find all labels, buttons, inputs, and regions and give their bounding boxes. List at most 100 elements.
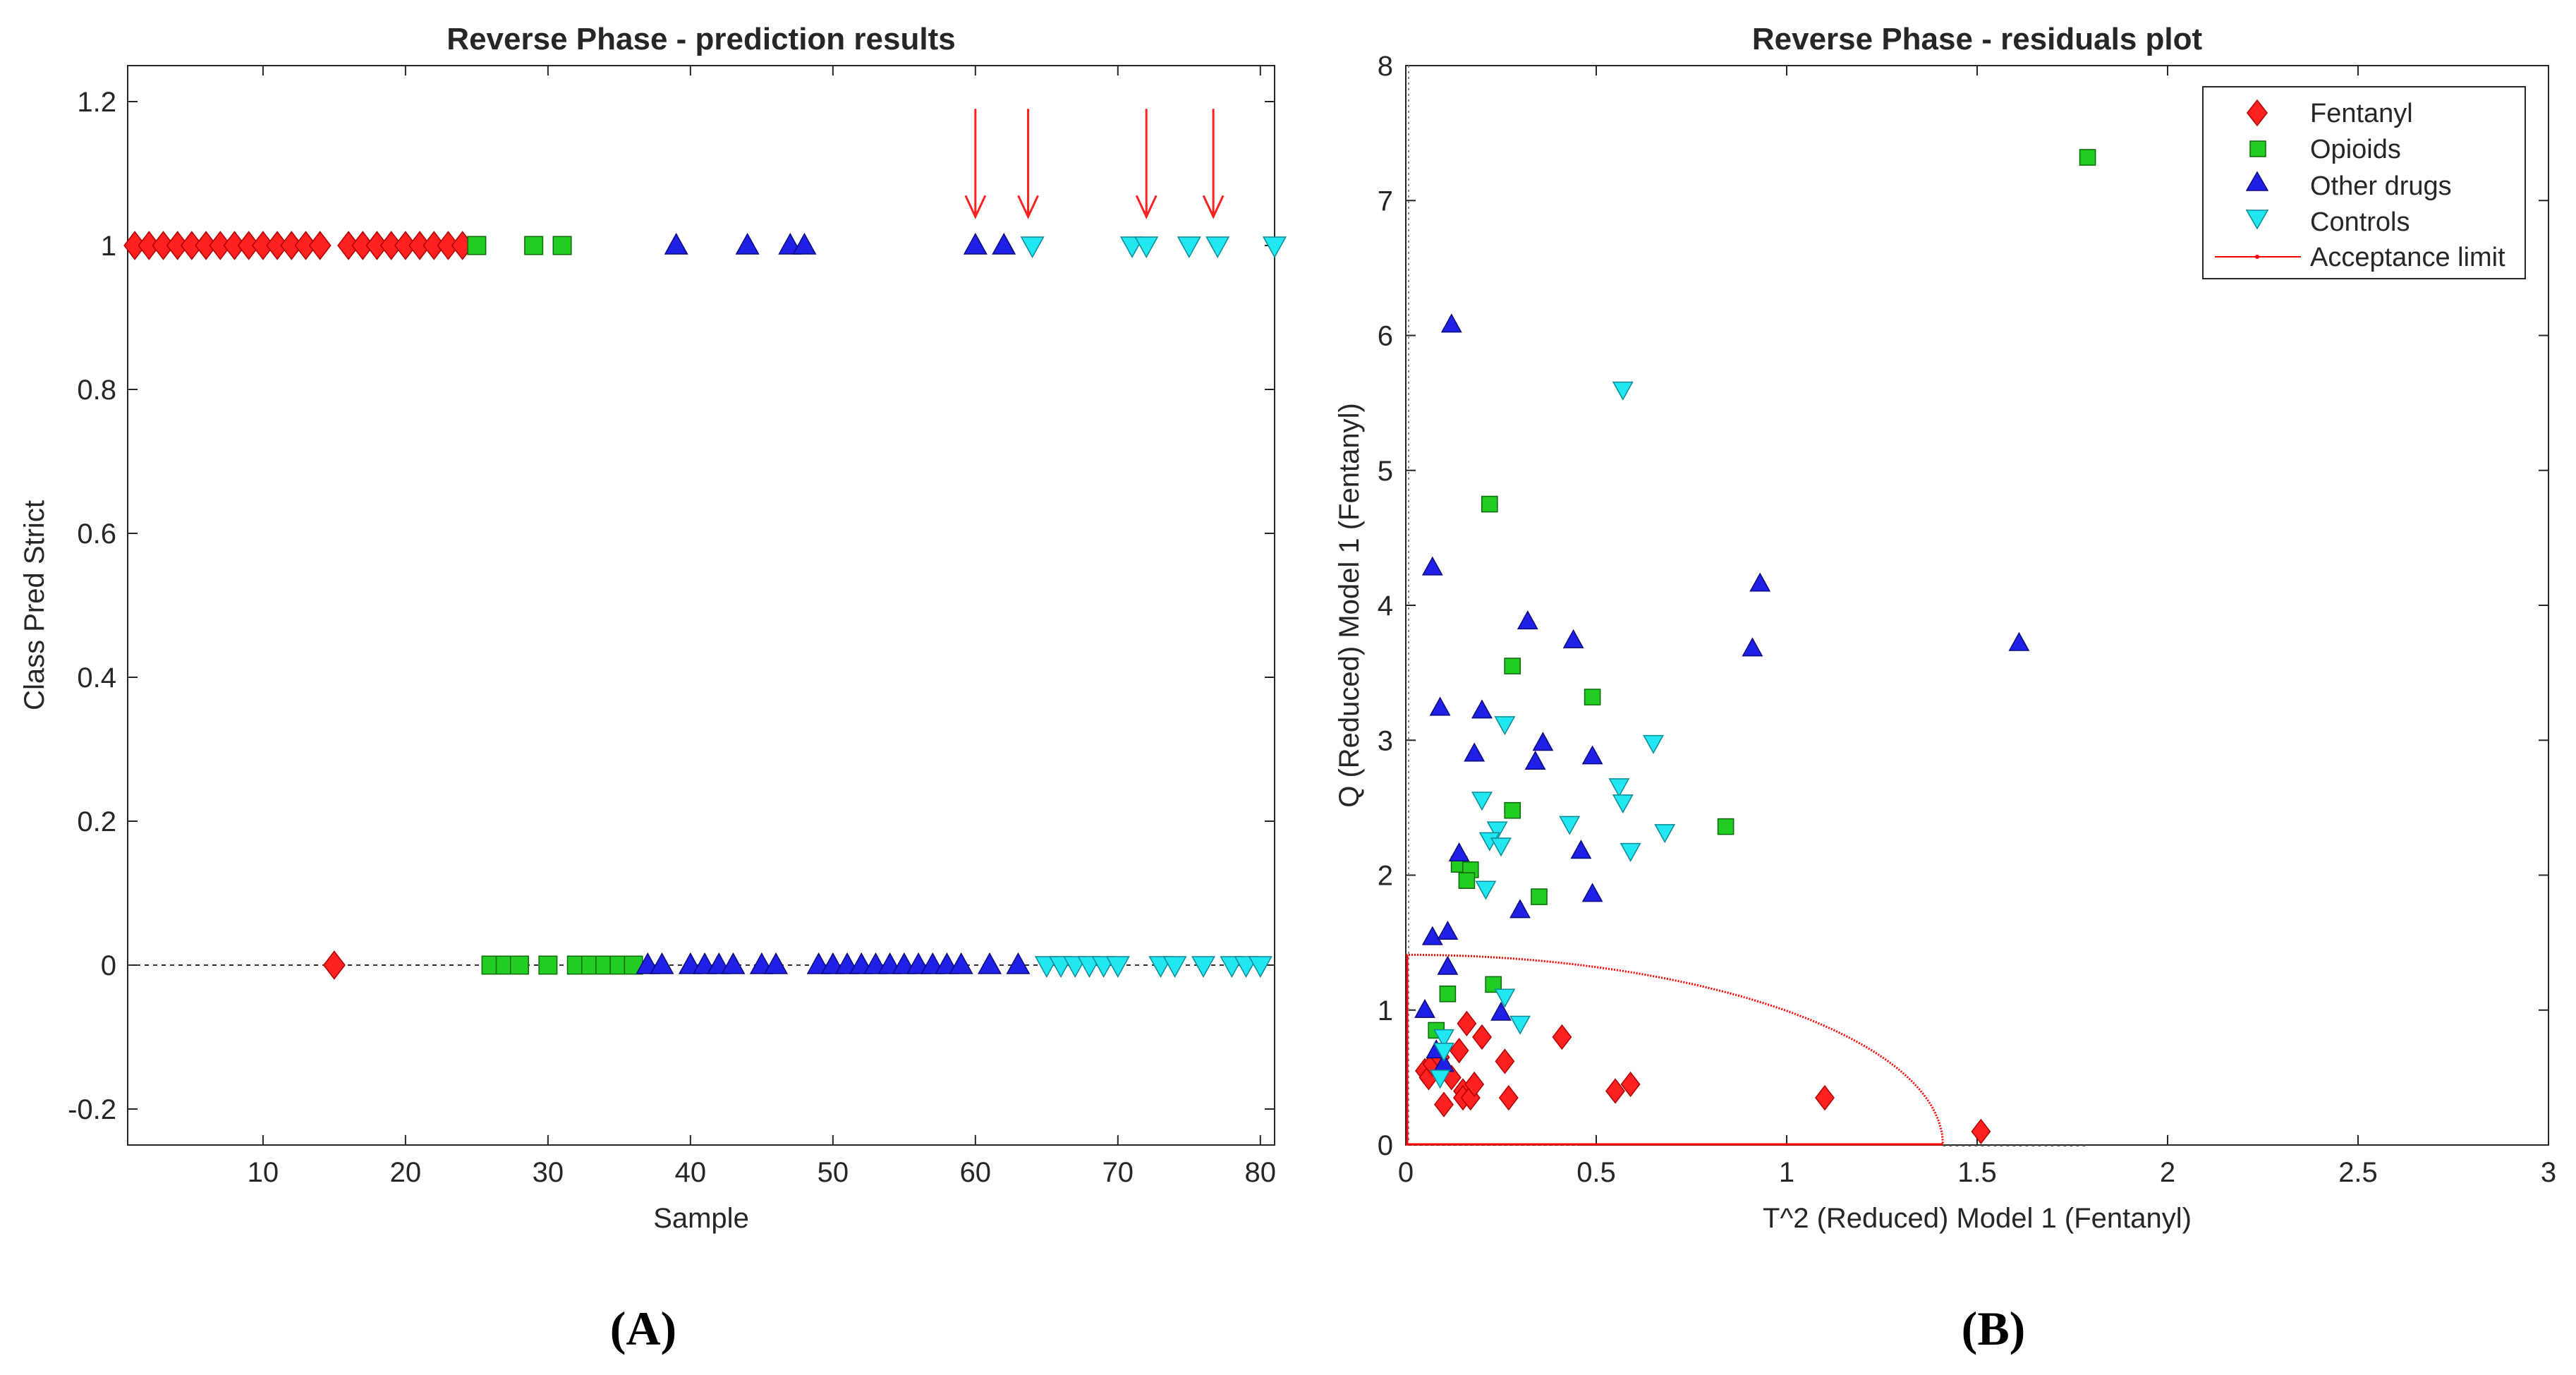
data-point-other-drugs xyxy=(1429,696,1451,716)
data-point-other-drugs xyxy=(1421,926,1443,945)
legend-fentanyl-diamond-icon xyxy=(2247,99,2268,127)
y-tick-label-right: 6 xyxy=(1378,321,1393,352)
data-point-other-drugs xyxy=(1524,750,1546,770)
y-tick-label-left: 0.4 xyxy=(77,662,116,693)
data-point-fentanyl xyxy=(308,231,332,260)
legend-acceptance-limit-dot-icon xyxy=(2255,255,2259,259)
y-tick-label-right: 5 xyxy=(1378,456,1393,487)
data-point-other-drugs xyxy=(1749,572,1771,592)
y-tick-label-right: 8 xyxy=(1378,51,1393,82)
data-point-controls xyxy=(1612,794,1634,814)
data-point-other-drugs xyxy=(1509,899,1531,919)
x-tick-label-left: 30 xyxy=(533,1157,564,1188)
data-point-fentanyl xyxy=(1457,1010,1477,1037)
data-point-opioids xyxy=(1485,976,1502,993)
data-point-other-drugs xyxy=(1742,637,1763,657)
legend: Fentanyl Opioids Other drugs Controls Ac… xyxy=(2202,86,2526,279)
chart-prediction-results: Reverse Phase - prediction results Sampl… xyxy=(19,22,1287,1234)
legend-item-acceptance-limit: Acceptance limit xyxy=(2215,243,2505,272)
arrow-head xyxy=(1202,195,1225,219)
data-point-other-drugs xyxy=(978,952,1002,974)
data-point-fentanyl xyxy=(1449,1037,1469,1064)
y-axis-label-right: Q (Reduced) Model 1 (Fentanyl) xyxy=(1334,403,1365,808)
data-point-controls xyxy=(1509,1015,1531,1035)
data-point-controls xyxy=(1494,716,1516,736)
y-axis-label-left: Class Pred Strict xyxy=(19,500,50,710)
data-point-other-drugs xyxy=(735,232,760,255)
data-point-other-drugs xyxy=(1006,952,1031,974)
data-point-opioids xyxy=(1717,818,1734,835)
data-point-other-drugs xyxy=(1440,313,1462,333)
acceptance-limit-curve-line xyxy=(1405,953,1944,1146)
data-point-fentanyl xyxy=(1498,1084,1519,1111)
y-tick-label-left: 0.6 xyxy=(77,519,116,550)
data-point-opioids xyxy=(2079,149,2096,166)
data-point-opioids xyxy=(1504,658,1521,674)
data-point-controls xyxy=(1262,236,1287,259)
data-point-other-drugs xyxy=(1448,842,1470,862)
legend-item-other-drugs: Other drugs xyxy=(2245,171,2452,201)
legend-opioids-label: Opioids xyxy=(2310,135,2401,164)
data-point-other-drugs xyxy=(949,952,973,974)
acceptance-limit-curve xyxy=(1405,953,1944,1146)
data-point-controls xyxy=(1608,778,1630,798)
data-point-opioids xyxy=(1458,872,1476,889)
legend-other-drugs-label: Other drugs xyxy=(2310,171,2452,201)
data-point-other-drugs xyxy=(650,952,674,974)
y-tick-label-left: -0.2 xyxy=(68,1094,116,1125)
y-tick-label-left: 1 xyxy=(101,231,116,262)
x-axis-label-right: T^2 (Reduced) Model 1 (Fentanyl) xyxy=(1763,1203,2192,1234)
plot-area-left xyxy=(127,65,1275,1146)
data-point-controls xyxy=(1433,1042,1454,1062)
data-point-other-drugs xyxy=(1414,998,1435,1018)
x-tick-label-left: 60 xyxy=(960,1157,992,1188)
data-point-controls xyxy=(1559,816,1581,835)
arrow-head xyxy=(1017,195,1039,219)
data-point-other-drugs xyxy=(1490,1001,1512,1021)
data-point-other-drugs xyxy=(1471,699,1493,719)
legend-controls-triangle-down-icon xyxy=(2245,210,2269,230)
legend-acceptance-limit-label: Acceptance limit xyxy=(2310,243,2505,272)
x-tick-label-left: 50 xyxy=(818,1157,849,1188)
chart-title-right: Reverse Phase - residuals plot xyxy=(1752,22,2203,56)
data-point-opioids xyxy=(1439,986,1457,1003)
y-tick-label-left: 0.2 xyxy=(77,806,116,837)
legend-opioids-square-icon xyxy=(2249,140,2266,157)
x-axis-label-left: Sample xyxy=(653,1203,749,1234)
data-point-other-drugs xyxy=(963,232,988,255)
data-point-fentanyl xyxy=(1552,1024,1572,1050)
legend-controls-label: Controls xyxy=(2310,207,2410,237)
data-point-other-drugs xyxy=(992,232,1016,255)
arrow-head xyxy=(1135,195,1158,219)
data-point-controls xyxy=(1177,236,1201,259)
y-tick-label-left: 1.2 xyxy=(77,87,116,118)
data-point-other-drugs xyxy=(1517,610,1538,630)
data-point-other-drugs xyxy=(2008,631,2030,651)
data-point-opioids xyxy=(509,955,529,975)
data-point-controls xyxy=(1494,988,1516,1008)
data-point-controls xyxy=(1643,734,1664,754)
x-tick-label-right: 0.5 xyxy=(1576,1157,1616,1188)
chart-residuals-plot: Reverse Phase - residuals plot T^2 (Redu… xyxy=(1334,22,2556,1234)
data-point-controls xyxy=(1471,792,1493,811)
data-point-fentanyl xyxy=(1605,1078,1625,1104)
legend-fentanyl-label: Fentanyl xyxy=(2310,99,2413,128)
data-point-opioids xyxy=(467,236,487,255)
y-tick-label-right: 2 xyxy=(1378,861,1393,892)
x-tick-label-left: 80 xyxy=(1245,1157,1277,1188)
legend-other-drugs-triangle-icon xyxy=(2245,171,2269,191)
y-tick-label-right: 7 xyxy=(1378,186,1393,217)
data-point-other-drugs xyxy=(764,952,789,974)
y-tick-label-right: 0 xyxy=(1378,1130,1393,1161)
axis-ticks-right: 0 0.5 1 1.5 2 2.5 3 0 1 2 3 4 5 6 7 8 xyxy=(1378,51,2556,1188)
data-point-fentanyl xyxy=(322,950,346,980)
data-point-fentanyl xyxy=(1495,1048,1515,1074)
y-tick-label-left: 0.8 xyxy=(77,375,116,406)
data-point-other-drugs xyxy=(1421,556,1443,576)
data-point-controls xyxy=(1020,236,1045,259)
data-point-opioids xyxy=(552,236,572,255)
data-point-other-drugs xyxy=(721,952,746,974)
data-point-fentanyl xyxy=(1971,1118,1991,1145)
data-point-controls xyxy=(1475,880,1497,900)
data-marks-left xyxy=(123,231,1287,980)
